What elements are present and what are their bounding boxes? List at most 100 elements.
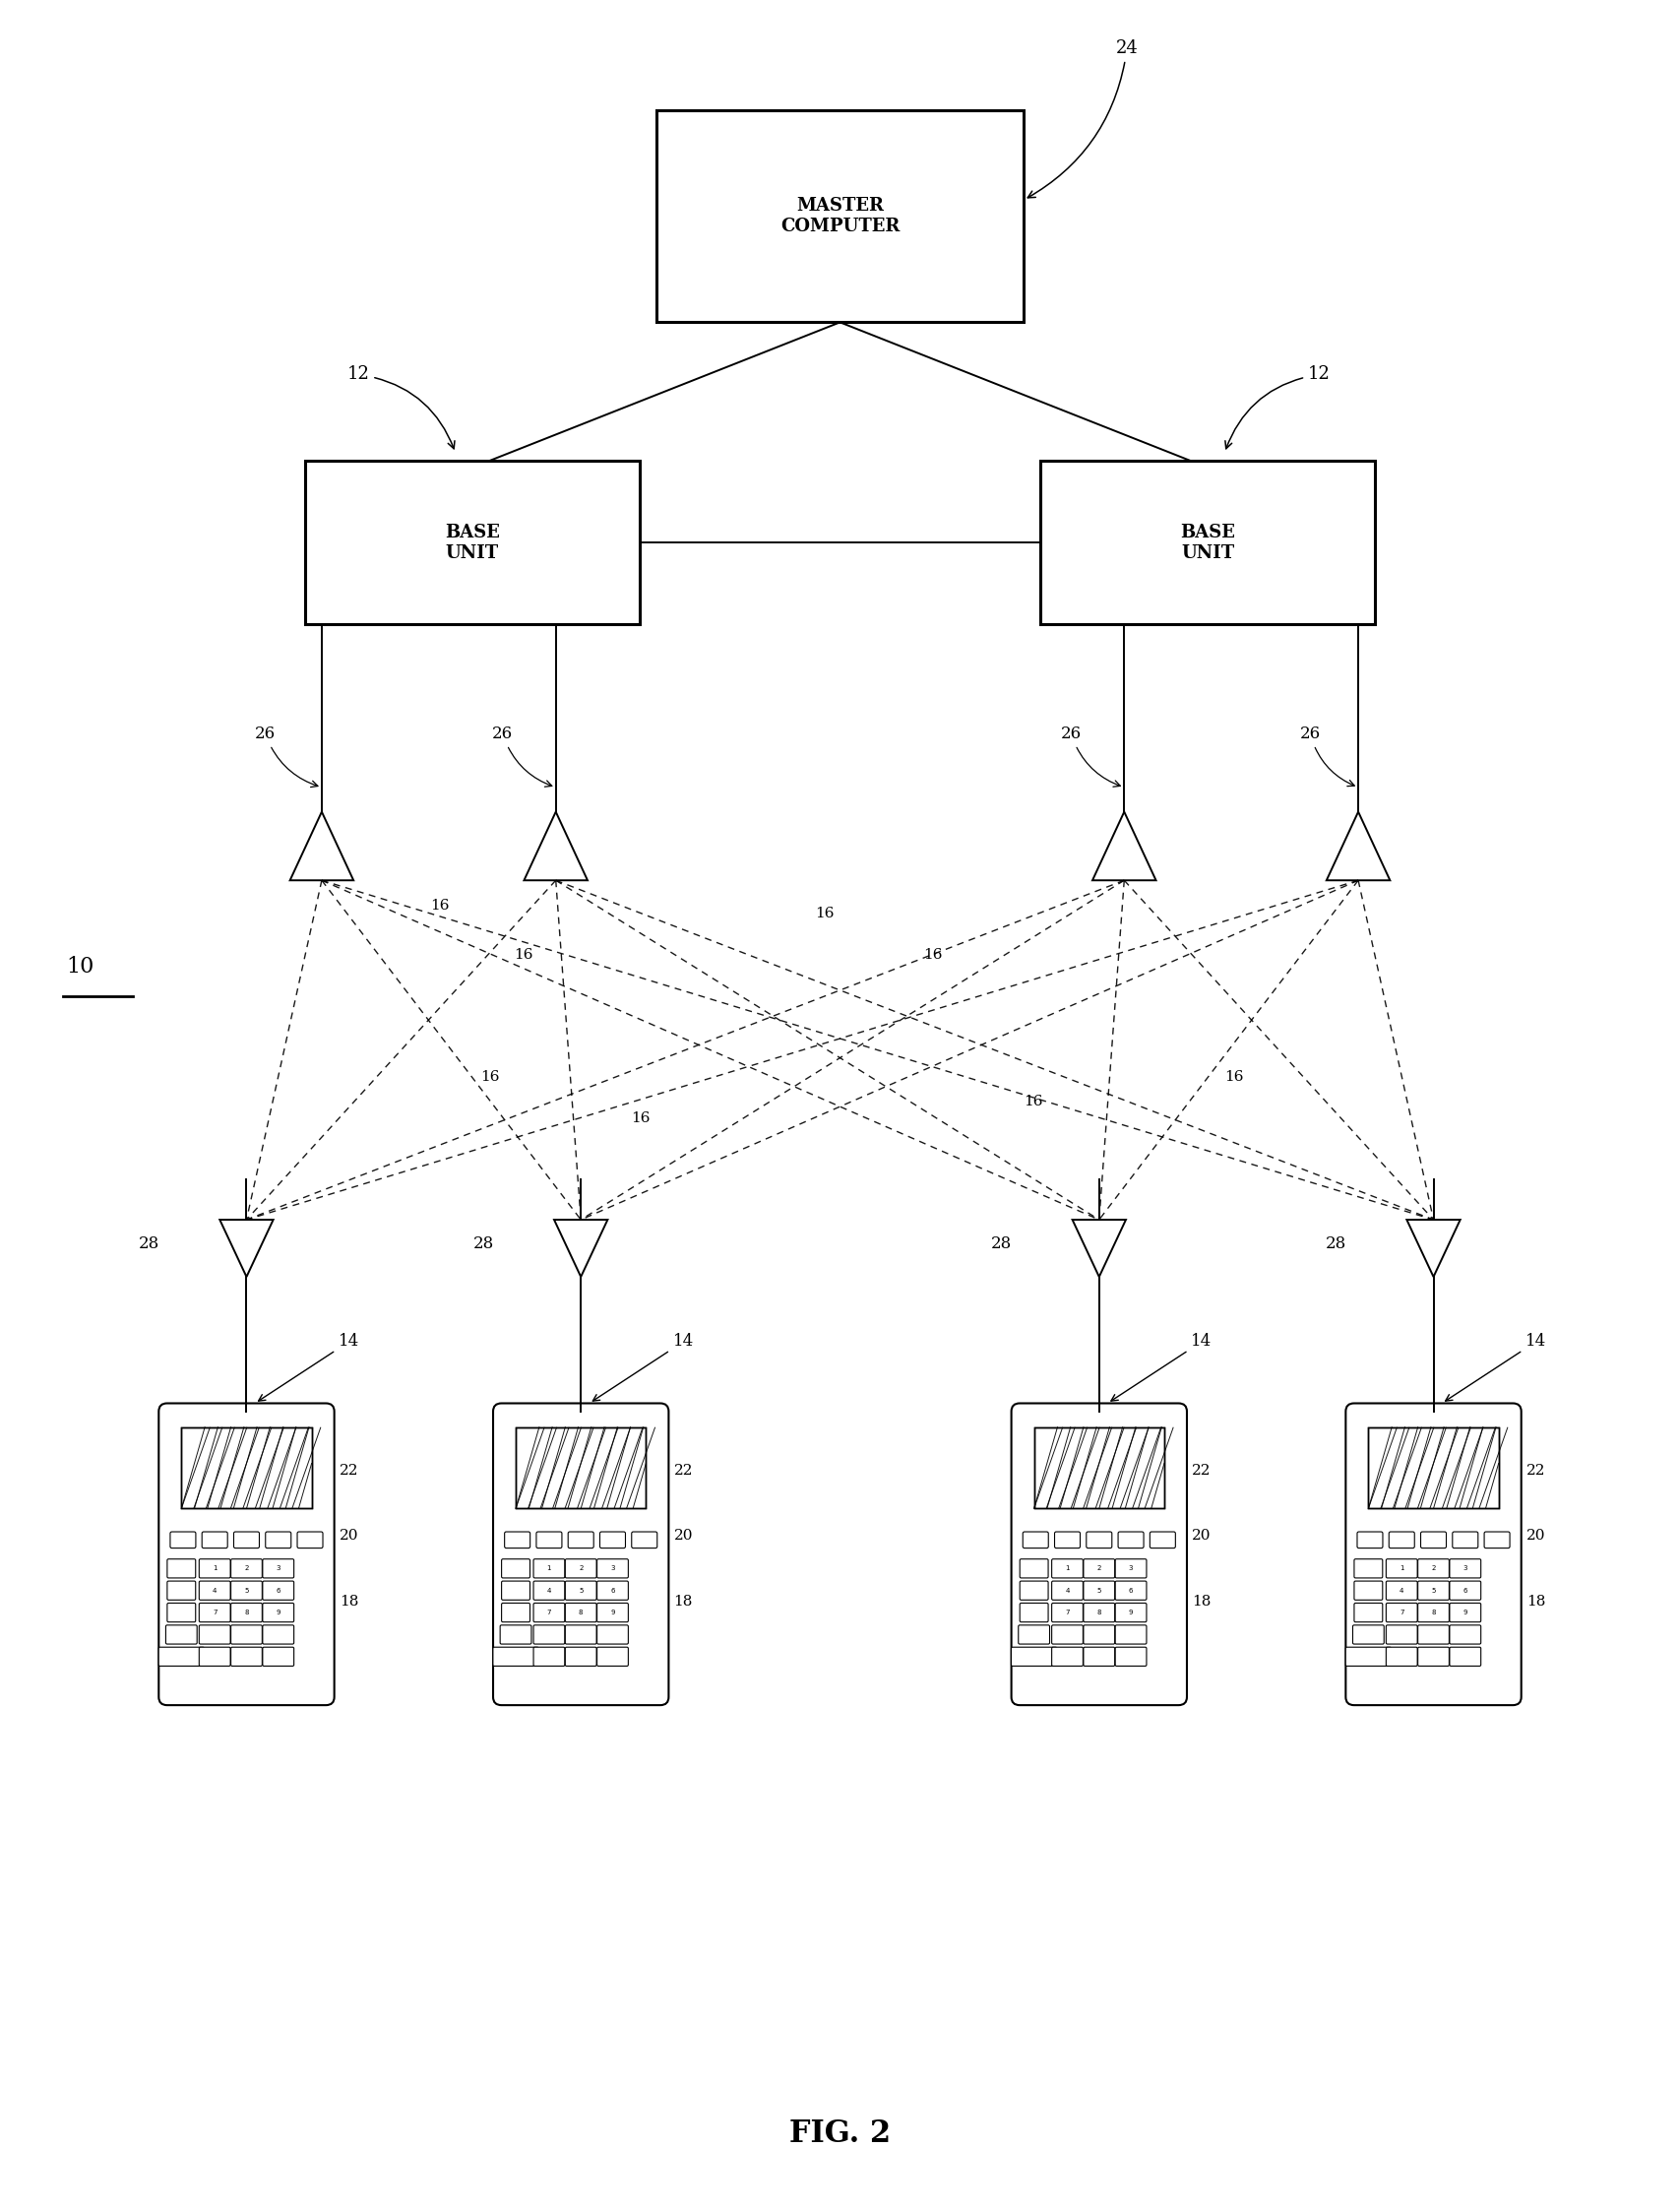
Text: 7: 7 [1065,1610,1070,1616]
Text: 6: 6 [610,1587,615,1594]
FancyBboxPatch shape [501,1625,531,1645]
Text: 1: 1 [1065,1565,1070,1572]
FancyBboxPatch shape [564,1625,596,1645]
Polygon shape [291,811,353,880]
Text: 2: 2 [1097,1565,1102,1572]
Text: 20: 20 [1525,1530,1546,1543]
Bar [181,1426,311,1508]
FancyBboxPatch shape [1011,1404,1186,1705]
Text: 7: 7 [1399,1610,1404,1616]
FancyBboxPatch shape [1354,1559,1383,1579]
Text: 14: 14 [1445,1333,1546,1402]
FancyBboxPatch shape [262,1559,294,1579]
FancyBboxPatch shape [200,1581,230,1601]
Text: 7: 7 [548,1610,551,1616]
FancyBboxPatch shape [1418,1559,1450,1579]
FancyBboxPatch shape [534,1559,564,1579]
FancyBboxPatch shape [1346,1404,1522,1705]
FancyBboxPatch shape [1119,1532,1144,1548]
Bar [516,1426,647,1508]
Text: 16: 16 [924,949,942,962]
Text: 9: 9 [1463,1610,1467,1616]
Polygon shape [1072,1220,1126,1276]
FancyBboxPatch shape [564,1603,596,1623]
FancyBboxPatch shape [230,1603,262,1623]
FancyBboxPatch shape [1483,1532,1510,1548]
Polygon shape [554,1220,608,1276]
FancyBboxPatch shape [158,1404,334,1705]
FancyBboxPatch shape [1389,1532,1415,1548]
Text: 2: 2 [244,1565,249,1572]
FancyBboxPatch shape [1418,1603,1450,1623]
FancyBboxPatch shape [534,1581,564,1601]
Polygon shape [1406,1220,1460,1276]
FancyBboxPatch shape [1453,1532,1478,1548]
Text: 5: 5 [578,1587,583,1594]
FancyBboxPatch shape [536,1532,561,1548]
Text: 28: 28 [991,1236,1011,1251]
FancyBboxPatch shape [596,1625,628,1645]
FancyBboxPatch shape [564,1581,596,1601]
FancyBboxPatch shape [1087,1532,1112,1548]
Text: 6: 6 [1129,1587,1132,1594]
Polygon shape [1092,811,1156,880]
Text: 16: 16 [480,1070,499,1083]
Text: 22: 22 [1191,1464,1211,1477]
Text: 28: 28 [474,1236,494,1251]
FancyBboxPatch shape [230,1581,262,1601]
FancyBboxPatch shape [1052,1603,1084,1623]
FancyBboxPatch shape [1386,1603,1418,1623]
FancyBboxPatch shape [1084,1559,1116,1579]
FancyBboxPatch shape [1055,1532,1080,1548]
Bar [181,1426,311,1508]
Text: 16: 16 [632,1110,650,1125]
FancyBboxPatch shape [1354,1603,1383,1623]
Text: FIG. 2: FIG. 2 [790,2118,890,2149]
FancyBboxPatch shape [1020,1559,1048,1579]
FancyBboxPatch shape [494,1404,669,1705]
FancyBboxPatch shape [230,1559,262,1579]
Text: 1: 1 [1399,1565,1404,1572]
FancyBboxPatch shape [596,1603,628,1623]
FancyBboxPatch shape [1386,1581,1418,1601]
FancyBboxPatch shape [200,1625,230,1645]
FancyBboxPatch shape [1352,1625,1384,1645]
FancyBboxPatch shape [1386,1647,1418,1667]
FancyBboxPatch shape [1018,1625,1050,1645]
FancyBboxPatch shape [168,1603,195,1623]
FancyBboxPatch shape [596,1581,628,1601]
FancyBboxPatch shape [534,1647,564,1667]
Bar [1040,460,1374,624]
FancyBboxPatch shape [1116,1581,1146,1601]
Text: 9: 9 [1129,1610,1132,1616]
Text: 20: 20 [1191,1530,1211,1543]
FancyBboxPatch shape [170,1532,197,1548]
Polygon shape [220,1220,274,1276]
Text: 6: 6 [1463,1587,1467,1594]
Text: 14: 14 [259,1333,360,1402]
FancyBboxPatch shape [1116,1625,1146,1645]
Text: 16: 16 [514,949,533,962]
FancyBboxPatch shape [1450,1559,1480,1579]
FancyBboxPatch shape [1116,1559,1146,1579]
Bar [306,460,640,624]
FancyBboxPatch shape [230,1647,262,1667]
Text: 18: 18 [674,1594,692,1610]
Text: 16: 16 [1225,1070,1243,1083]
FancyBboxPatch shape [1386,1625,1418,1645]
Text: 26: 26 [255,725,318,787]
Text: 18: 18 [1525,1594,1546,1610]
FancyBboxPatch shape [1357,1532,1383,1548]
FancyBboxPatch shape [564,1647,596,1667]
Text: 16: 16 [1023,1094,1043,1108]
Text: 22: 22 [339,1464,358,1477]
Bar [1369,1426,1499,1508]
Text: 20: 20 [339,1530,358,1543]
Text: 20: 20 [674,1530,692,1543]
FancyBboxPatch shape [1450,1647,1480,1667]
FancyBboxPatch shape [1084,1647,1116,1667]
Bar [1033,1426,1164,1508]
Text: 2: 2 [1431,1565,1436,1572]
FancyBboxPatch shape [168,1559,195,1579]
FancyBboxPatch shape [158,1647,205,1667]
